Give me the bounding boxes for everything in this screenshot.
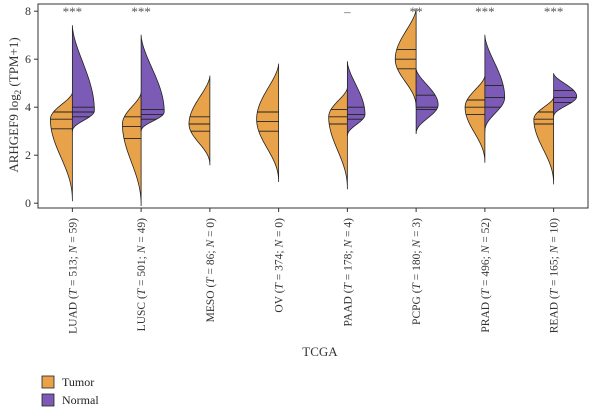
legend-label-normal: Normal: [62, 393, 99, 407]
x-category-label-luad: LUAD (T = 513; N = 59): [67, 218, 79, 334]
y-axis-title-subscript: 2: [13, 90, 23, 95]
significance-pcpg: **: [410, 4, 423, 19]
violin-paad: [328, 61, 366, 190]
y-axis-title-main: ARHGEF9 log: [6, 94, 21, 173]
violin-half-tumor-read: [533, 97, 555, 185]
significance-luad: ***: [63, 4, 83, 19]
legend-item-tumor: Tumor: [41, 375, 94, 389]
significance-read: ***: [544, 4, 564, 19]
violin-half-tumor-prad: [464, 75, 486, 163]
legend-swatch-normal: [41, 393, 55, 407]
y-axis-title-tail: (TPM+1): [6, 37, 21, 89]
legend-swatch-tumor: [41, 375, 55, 389]
violin-half-normal-lusc: [140, 34, 165, 132]
violin-half-tumor-ov: [256, 63, 280, 182]
violin-prad: [464, 34, 506, 163]
plot-frame: [37, 3, 589, 209]
x-category-label-prad: PRAD (T = 496; N = 52): [480, 218, 492, 333]
violin-ov: [256, 63, 280, 182]
violin-half-tumor-lusc: [122, 92, 142, 206]
x-category-label-lusc: LUSC (T = 501; N = 49): [136, 218, 148, 331]
y-tick-label: 4: [25, 100, 31, 114]
y-tick-label: 6: [25, 52, 31, 66]
legend-label-tumor: Tumor: [62, 375, 94, 389]
y-axis-title: ARHGEF9 log2 (TPM+1): [6, 37, 23, 172]
violin-half-tumor-luad: [49, 92, 73, 202]
violin-half-normal-read: [553, 73, 578, 118]
violin-half-tumor-pcpg: [394, 8, 417, 108]
y-axis: 0 2 4 6 8: [25, 4, 38, 210]
x-axis-category-labels: LUAD (T = 513; N = 59) LUSC (T = 501; N =…: [67, 208, 561, 334]
x-category-label-ov: OV (T = 374; N = 0): [274, 218, 286, 313]
y-tick-label: 2: [25, 148, 31, 162]
violin-half-normal-prad: [484, 34, 506, 132]
violin-read: [533, 73, 578, 185]
x-axis-title: TCGA: [302, 344, 338, 359]
violin-half-normal-paad: [346, 61, 366, 137]
x-category-label-read: READ (T = 165; N = 10): [549, 218, 561, 333]
violin-luad: [49, 25, 95, 202]
x-category-label-paad: PAAD (T = 178; N = 4): [342, 218, 354, 327]
violins: [49, 8, 578, 206]
x-category-label-pcpg: PCPG (T = 180; N = 3): [411, 218, 423, 325]
plot-border: [37, 3, 589, 209]
violin-meso: [188, 75, 211, 166]
x-category-label-meso: MESO (T = 86; N = 0): [205, 218, 217, 323]
significance-paad: –: [343, 4, 351, 19]
y-tick-label: 8: [25, 4, 31, 18]
y-tick-label: 0: [25, 196, 31, 210]
significance-labels: *** *** – ** *** ***: [63, 4, 564, 19]
violin-half-normal-pcpg: [415, 68, 439, 134]
violin-lusc: [122, 34, 165, 206]
violin-pcpg: [394, 8, 439, 134]
violin-half-tumor-paad: [328, 87, 348, 190]
legend-item-normal: Normal: [41, 393, 99, 407]
legend: Tumor Normal: [41, 375, 99, 407]
violin-half-normal-luad: [71, 25, 95, 132]
violin-half-tumor-meso: [188, 75, 211, 166]
significance-lusc: ***: [131, 4, 151, 19]
significance-prad: ***: [475, 4, 495, 19]
